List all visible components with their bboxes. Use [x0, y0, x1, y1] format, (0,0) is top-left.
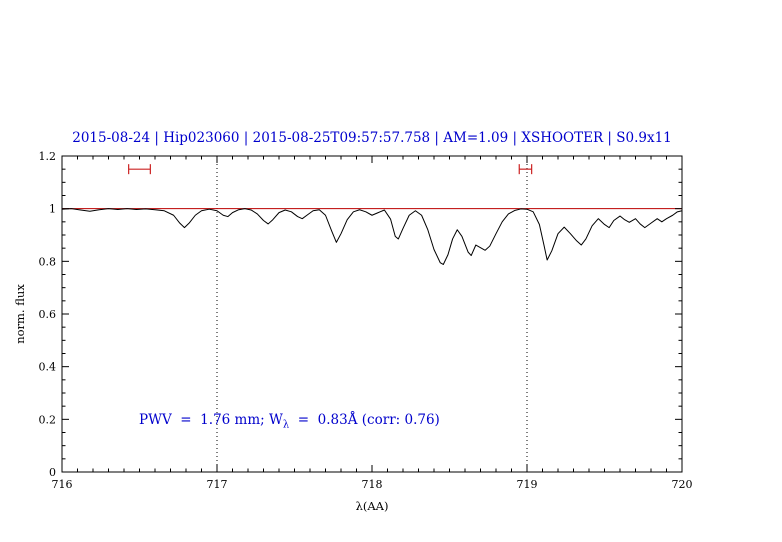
range-markers-group: [128, 164, 533, 175]
pwv-annotation-suffix: = 0.83Å (corr: 0.76): [289, 412, 440, 428]
x-tick-label: 719: [517, 478, 538, 491]
y-tick-label: 1: [49, 203, 56, 216]
pwv-annotation-prefix: PWV = 1.76 mm; W: [139, 412, 283, 428]
spectrum-line: [61, 208, 683, 265]
y-tick-label: 0.2: [39, 413, 57, 426]
ticks-group: [61, 155, 683, 473]
y-tick-label: 1.2: [39, 150, 57, 163]
pwv-annotation-subscript: λ: [282, 419, 290, 431]
y-tick-label: 0.8: [39, 255, 57, 268]
tick-labels-group: 716 717 718 719 720 0 0.2 0.4 0.6 0.8 1 1.2: [39, 150, 693, 491]
plot-title: 2015-08-24 | Hip023060 | 2015-08-25T09:5…: [72, 130, 672, 146]
spectrum-line-group: [61, 208, 683, 265]
y-tick-label: 0: [49, 466, 56, 479]
x-tick-label: 720: [672, 478, 693, 491]
x-tick-label: 716: [52, 478, 73, 491]
y-tick-label: 0.4: [39, 361, 57, 374]
x-axis-label: λ(AA): [356, 499, 389, 513]
x-tick-label: 718: [362, 478, 383, 491]
pwv-annotation: PWV = 1.76 mm; Wλ = 0.83Å (corr: 0.76): [139, 412, 440, 431]
x-tick-label: 717: [207, 478, 228, 491]
y-axis-label: norm. flux: [13, 284, 27, 344]
y-tick-label: 0.6: [39, 308, 57, 321]
